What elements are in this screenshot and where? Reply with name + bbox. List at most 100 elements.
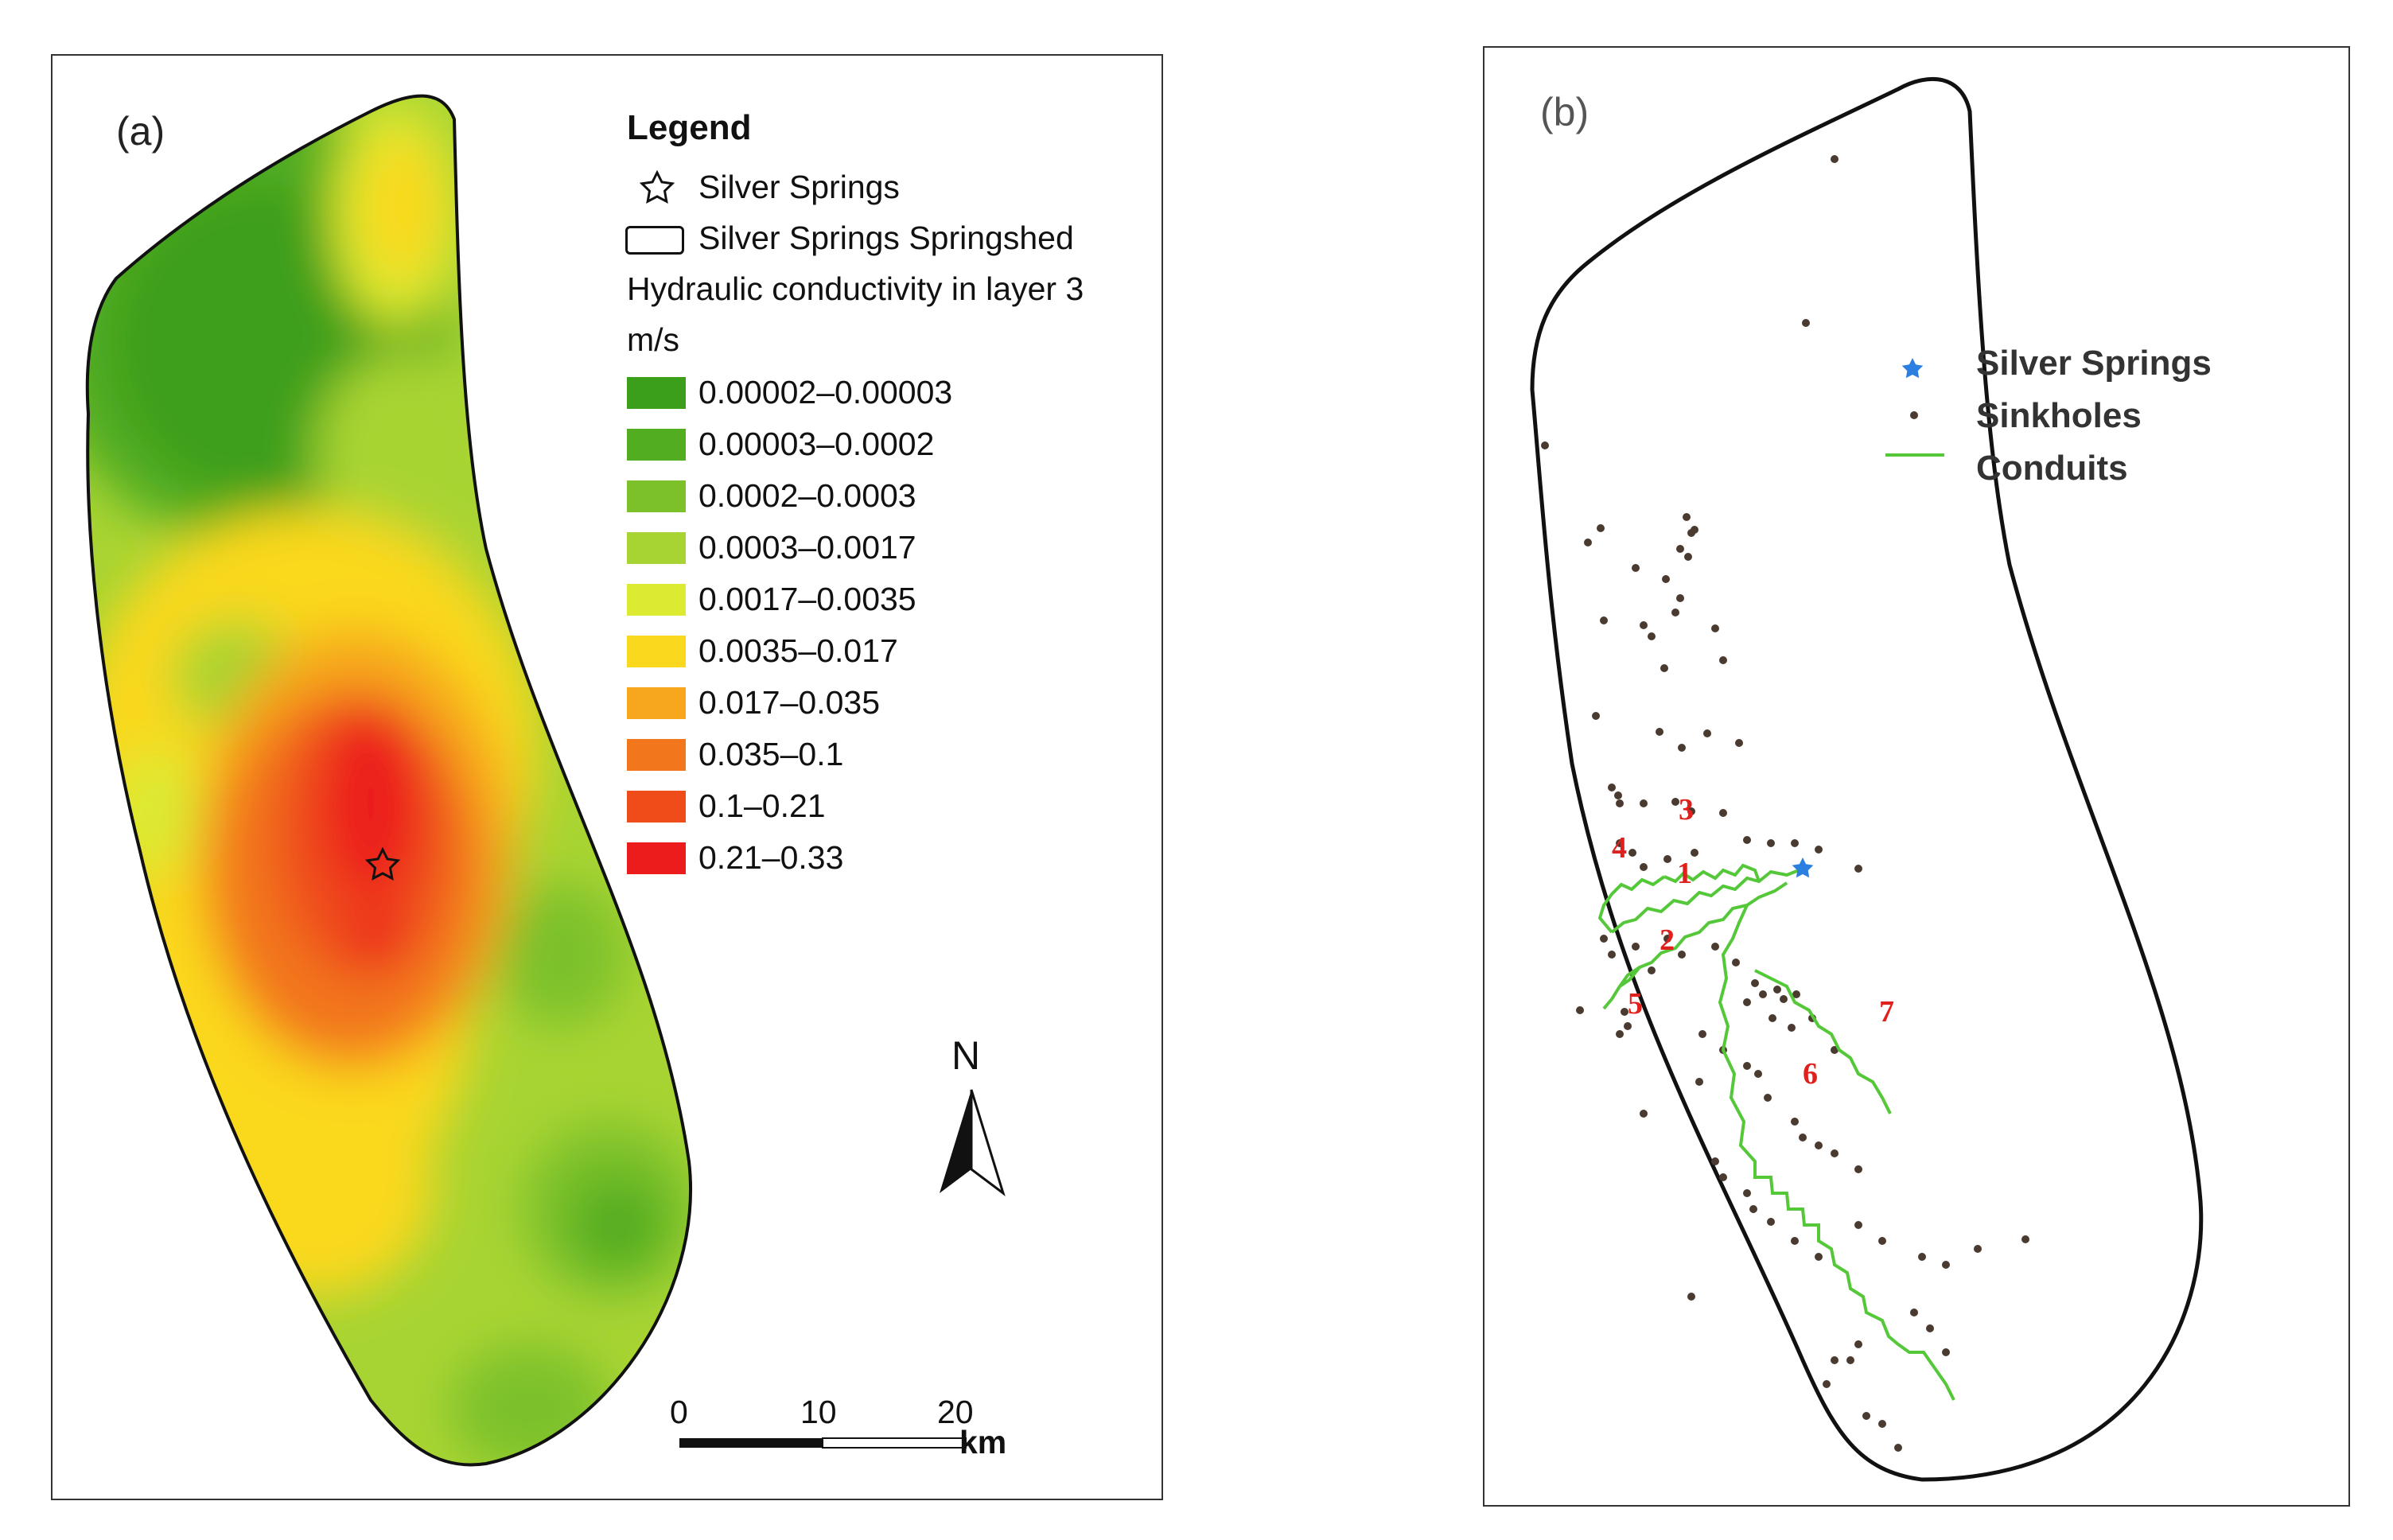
sinkhole-point (1698, 1030, 1706, 1038)
sinkhole-point (1678, 951, 1686, 959)
sinkhole-point (1767, 1218, 1775, 1226)
sinkhole-point (1831, 155, 1839, 163)
sinkhole-point (1648, 966, 1656, 974)
sinkhole-point (1687, 1293, 1695, 1301)
north-label: N (951, 1033, 981, 1078)
sinkhole-point (1628, 849, 1636, 857)
sinkhole-point (1640, 863, 1648, 871)
conduit-4 (1597, 875, 1666, 934)
sinkhole-point (1759, 990, 1767, 998)
legend-springshed-symbol (625, 226, 684, 255)
sinkhole-point (1854, 1165, 1862, 1173)
sinkhole-point (1683, 513, 1691, 521)
sinkhole-point (1711, 943, 1719, 951)
conductivity-map-svg (85, 94, 1006, 1467)
legend-title: Legend (627, 108, 752, 147)
sinkhole-point (1749, 1205, 1757, 1213)
sinkhole-point (1764, 1094, 1772, 1102)
sinkhole-point (1754, 1070, 1762, 1078)
legend-class-label-8: 0.035–0.1 (698, 736, 844, 772)
sinkhole-point (1600, 616, 1608, 624)
sinkhole-point (1815, 1253, 1823, 1261)
sinkhole-point (1799, 1134, 1807, 1141)
scale-bar (679, 1437, 967, 1449)
sinkhole-point (1687, 807, 1695, 815)
sinkhole-point (1773, 986, 1781, 994)
sinkhole-point (1854, 1221, 1862, 1229)
sinkhole-point (1878, 1420, 1886, 1428)
sinkhole-point (1640, 799, 1648, 807)
conduit-label-2: 2 (1660, 924, 1675, 957)
conduits-layer (1597, 863, 1955, 1401)
sinkhole-point (1942, 1261, 1950, 1269)
sinkhole-point (1780, 995, 1788, 1003)
legend-spring-label: Silver Springs (698, 169, 900, 205)
conduit-2 (1618, 881, 1788, 988)
sinkhole-point (1632, 564, 1640, 572)
legend-unit-label: m/s (627, 321, 680, 358)
silver-springs-star-icon (364, 846, 401, 881)
scale-tick-10: 10 (800, 1394, 837, 1430)
legend-swatch-9 (627, 791, 686, 822)
sinkhole-point (1862, 1412, 1870, 1420)
legend-swatch-3 (627, 480, 686, 512)
legend-swatch-2 (627, 429, 686, 461)
sinkhole-point (1767, 839, 1775, 847)
sinkhole-point (1616, 799, 1624, 807)
sinkhole-point (1656, 728, 1663, 736)
conduit-6 (1718, 904, 1955, 1401)
sinkhole-point (1608, 951, 1616, 959)
legend-swatch-4 (627, 532, 686, 564)
legend-class-label-6: 0.0035–0.017 (698, 632, 898, 669)
legend-swatch-1 (627, 377, 686, 409)
silver-springs-star-icon-b (1792, 858, 1814, 878)
sinkhole-point (1732, 959, 1740, 966)
sinkhole-point (1823, 1380, 1831, 1388)
sinkhole-point (1792, 990, 1800, 998)
legend-variable-label: Hydraulic conductivity in layer 3 (627, 270, 1084, 307)
legend-b-star-icon (1901, 358, 1924, 379)
sinkhole-point (1662, 575, 1670, 583)
panel-a-conductivity-map: (a) (51, 54, 1163, 1500)
sinkhole-point (1791, 839, 1799, 847)
sinkhole-point (1691, 849, 1698, 857)
sinkhole-point (1640, 1110, 1648, 1118)
sinkhole-point (1663, 935, 1671, 943)
sinkhole-point (1678, 744, 1686, 752)
sinkhole-point (1676, 594, 1684, 602)
sinkhole-point (1597, 524, 1605, 532)
legend-class-label-5: 0.0017–0.0035 (698, 581, 916, 617)
sinkhole-point (1584, 539, 1592, 546)
sinkhole-point (1831, 1356, 1839, 1364)
legend-b-sinkhole-label: Sinkholes (1976, 396, 2142, 435)
sinkhole-point (1671, 609, 1679, 616)
sinkhole-point (1541, 441, 1549, 449)
sinkhole-point (1910, 1309, 1918, 1316)
sinkholes-layer (1541, 155, 2029, 1452)
sinkhole-point (1592, 712, 1600, 720)
scale-tick-0: 0 (670, 1394, 688, 1430)
conduit-label-7: 7 (1879, 995, 1894, 1029)
sinkhole-point (1621, 1008, 1628, 1016)
legend-class-label-9: 0.1–0.21 (698, 788, 826, 824)
sinkhole-point (1719, 656, 1727, 664)
sinkhole-point (1695, 1078, 1703, 1086)
sinkhole-point (1854, 865, 1862, 873)
sinkhole-point (1846, 1356, 1854, 1364)
sinkhole-point (1600, 935, 1608, 943)
sinkhole-point (1768, 1014, 1776, 1022)
legend-class-label-10: 0.21–0.33 (698, 839, 844, 876)
legend-class-label-1: 0.00002–0.00003 (698, 374, 953, 410)
sinkhole-map-svg (1530, 76, 2204, 1482)
sinkhole-point (1918, 1253, 1926, 1261)
legend-class-label-4: 0.0003–0.0017 (698, 529, 916, 566)
sinkhole-point (1624, 1022, 1632, 1030)
sinkhole-point (1815, 1141, 1823, 1149)
sinkhole-point (1802, 319, 1810, 327)
sinkhole-point (1854, 1340, 1862, 1348)
sinkhole-point (1743, 836, 1751, 844)
legend-swatch-6 (627, 636, 686, 667)
conduit-label-5: 5 (1628, 987, 1643, 1021)
sinkhole-point (1719, 809, 1727, 817)
legend-swatch-5 (627, 584, 686, 616)
